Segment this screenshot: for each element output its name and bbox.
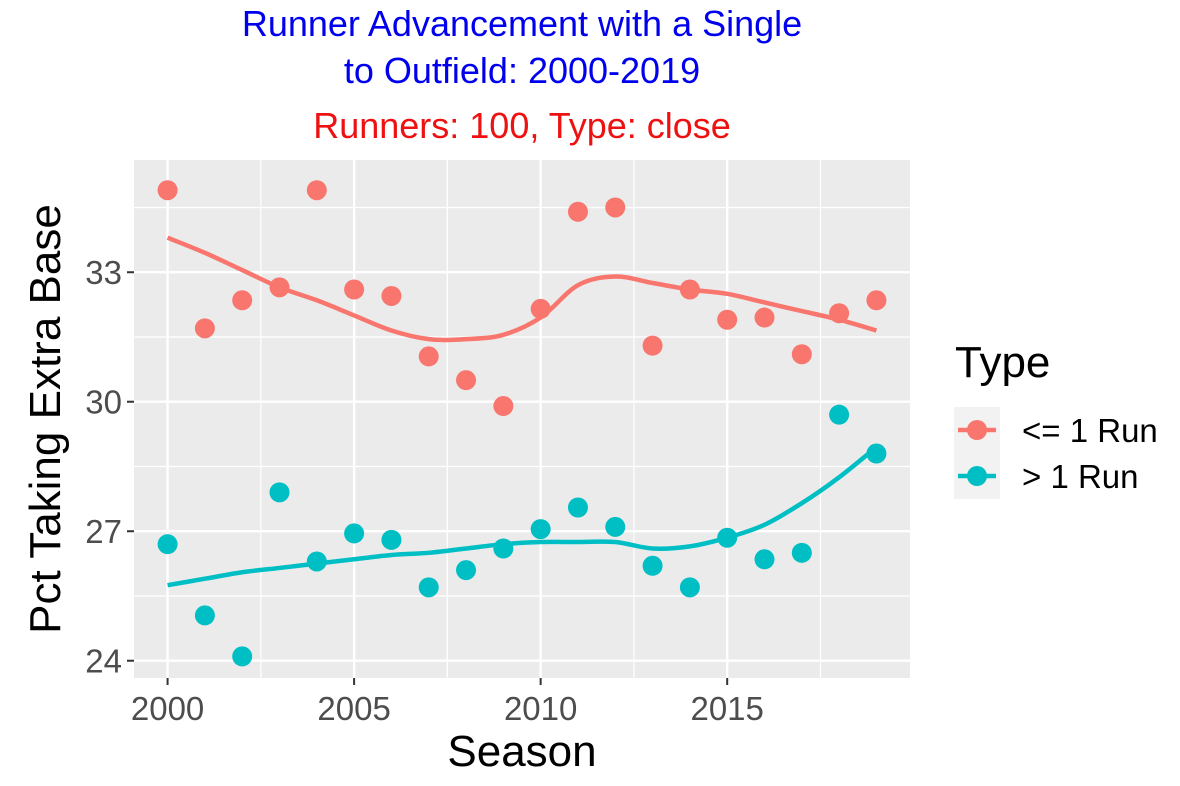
point-close-2004 xyxy=(306,180,327,201)
legend-key-point xyxy=(967,420,987,440)
point-close-2011 xyxy=(567,201,588,222)
x-tick-label: 2015 xyxy=(690,690,763,727)
point-close-2003 xyxy=(269,277,290,298)
legend: Type <= 1 Run > 1 Run xyxy=(954,338,1158,499)
point-close-2007 xyxy=(418,346,439,367)
point-close-2002 xyxy=(232,290,253,311)
point-wide-2007 xyxy=(418,577,439,598)
point-close-2015 xyxy=(717,309,738,330)
point-wide-2012 xyxy=(605,516,626,537)
legend-key-point xyxy=(967,466,987,486)
point-wide-2017 xyxy=(791,542,812,563)
x-tick-label: 2010 xyxy=(504,690,577,727)
point-close-2014 xyxy=(679,279,700,300)
y-axis-label: Pct Taking Extra Base xyxy=(21,204,70,634)
legend-label-wide: > 1 Run xyxy=(1022,458,1139,495)
plot-panel xyxy=(134,160,910,678)
point-wide-2002 xyxy=(232,646,253,667)
point-close-2005 xyxy=(344,279,365,300)
series-points xyxy=(157,180,887,667)
y-axis: 24 27 30 33 xyxy=(85,254,134,680)
point-wide-2006 xyxy=(381,529,402,550)
x-axis: 2000 2005 2010 2015 xyxy=(131,678,764,727)
x-tick-label: 2000 xyxy=(131,690,204,727)
point-wide-2003 xyxy=(269,482,290,503)
legend-title: Type xyxy=(955,338,1050,387)
point-close-2009 xyxy=(493,396,514,417)
grid-major xyxy=(134,160,910,678)
point-close-2006 xyxy=(381,285,402,306)
point-wide-2018 xyxy=(829,404,850,425)
legend-label-close: <= 1 Run xyxy=(1022,412,1158,449)
chart-title-line1: Runner Advancement with a Single xyxy=(242,3,802,44)
y-tick-label: 24 xyxy=(85,643,122,680)
point-wide-2015 xyxy=(717,527,738,548)
point-close-2000 xyxy=(157,180,178,201)
grid-minor xyxy=(134,160,910,678)
point-close-2019 xyxy=(866,290,887,311)
point-wide-2009 xyxy=(493,538,514,559)
point-wide-2013 xyxy=(642,555,663,576)
point-wide-2011 xyxy=(567,497,588,518)
point-wide-2005 xyxy=(344,523,365,544)
x-axis-label: Season xyxy=(447,727,596,776)
point-close-2017 xyxy=(791,344,812,365)
y-tick-label: 30 xyxy=(85,384,122,421)
point-wide-2016 xyxy=(754,549,775,570)
point-close-2008 xyxy=(456,370,477,391)
smooth-line-wide xyxy=(167,445,878,588)
point-close-2012 xyxy=(605,197,626,218)
point-close-2016 xyxy=(754,307,775,328)
point-wide-2019 xyxy=(866,443,887,464)
y-tick-label: 27 xyxy=(85,513,122,550)
point-close-2010 xyxy=(530,298,551,319)
point-wide-2010 xyxy=(530,519,551,540)
y-tick-label: 33 xyxy=(85,254,122,291)
point-wide-2001 xyxy=(194,605,215,626)
x-tick-label: 2005 xyxy=(317,690,390,727)
point-close-2013 xyxy=(642,335,663,356)
point-wide-2004 xyxy=(306,551,327,572)
point-wide-2008 xyxy=(456,560,477,581)
chart-title-line2: to Outfield: 2000-2019 xyxy=(344,50,700,91)
point-close-2001 xyxy=(194,318,215,339)
point-wide-2000 xyxy=(157,534,178,555)
chart-subtitle: Runners: 100, Type: close xyxy=(313,105,731,146)
point-wide-2014 xyxy=(679,577,700,598)
point-close-2018 xyxy=(829,303,850,324)
